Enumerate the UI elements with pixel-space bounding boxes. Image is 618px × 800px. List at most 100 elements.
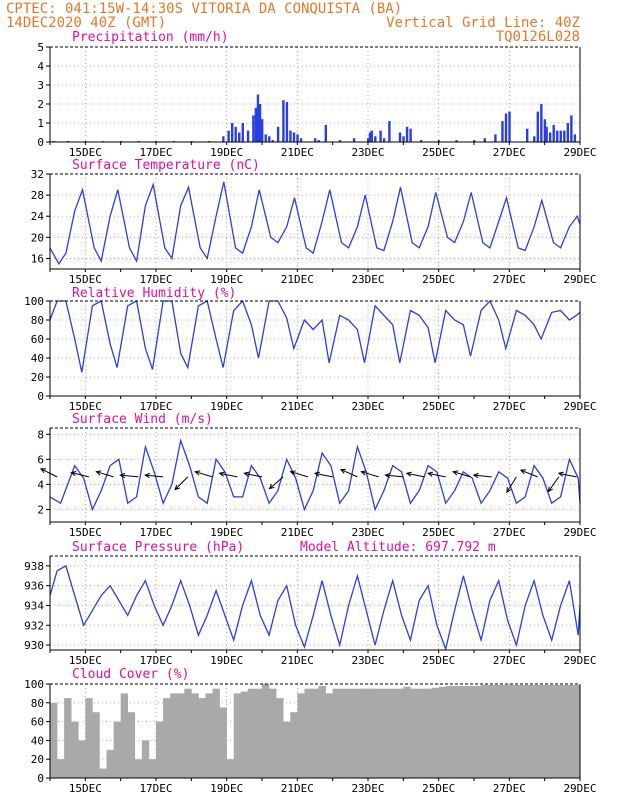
- precip-panel: 0 1 2 3 4 5 15DEC 17DEC 19DEC 21DEC 23DEC 25DEC 27DE…: [37, 41, 596, 159]
- precip-bar: [402, 136, 405, 142]
- precip-bar: [289, 130, 292, 142]
- cloud-bar: [120, 693, 129, 778]
- cloud-bar: [565, 684, 574, 778]
- cloud-bar: [276, 698, 284, 778]
- pressure-xtick-label: 19DEC: [210, 654, 243, 667]
- wind-vector: [558, 472, 577, 478]
- precip-xtick-label: 25DEC: [422, 146, 455, 159]
- precip-bar: [258, 104, 262, 142]
- cloud-bar: [64, 698, 72, 778]
- precip-bar: [338, 140, 342, 142]
- precip-bar: [483, 138, 486, 142]
- precip-bar: [296, 134, 299, 142]
- cloud-bar: [417, 688, 425, 778]
- wind-vector-head: [95, 470, 102, 476]
- precip-bar: [540, 104, 543, 142]
- cloud-bar: [516, 684, 524, 778]
- cloud-bar: [311, 688, 319, 778]
- pressure-xtick-label: 25DEC: [422, 654, 455, 667]
- wind-vector-head: [243, 471, 250, 477]
- pressure-title: Surface Pressure (hPa): [72, 540, 244, 555]
- wind-vector: [340, 469, 358, 478]
- cloud-bar: [113, 721, 121, 778]
- precip-xtick-label: 29DEC: [563, 146, 596, 159]
- rh-ytick-label: 0: [37, 390, 44, 403]
- precip-bar: [573, 134, 577, 142]
- wind-ytick-label: 8: [37, 428, 44, 441]
- wind-vector: [547, 476, 560, 492]
- cloud-bar: [572, 684, 581, 778]
- wind-xtick-label: 19DEC: [210, 526, 243, 539]
- cloud-bar: [226, 759, 235, 778]
- cloud-ytick-label: 100: [24, 678, 44, 691]
- cloud-bar: [403, 686, 411, 778]
- temp-xtick-label: 29DEC: [563, 273, 596, 286]
- precip-bar: [556, 130, 559, 142]
- precip-bar: [264, 134, 267, 142]
- precip-bar: [473, 140, 476, 142]
- precip-ytick-label: 4: [37, 60, 44, 73]
- precip-ytick-label: 0: [37, 136, 44, 149]
- temp-frame: [49, 174, 581, 270]
- wind-xtick-label: 27DEC: [493, 526, 526, 539]
- rh-panel: 0 20 40 60 80 100 15DEC 17DEC 19DEC 21DEC 23DEC 25D…: [24, 295, 596, 413]
- precip-bar: [314, 138, 317, 142]
- rh-ytick-label: 80: [31, 314, 44, 327]
- wind-vector-head: [313, 471, 321, 477]
- cloud-xtick-label: 15DEC: [69, 782, 102, 795]
- cloud-title: Cloud Cover (%): [72, 667, 189, 682]
- precip-bar: [563, 130, 566, 142]
- wind-xtick-label: 17DEC: [139, 526, 172, 539]
- cloud-bar: [290, 712, 298, 778]
- precip-bar: [370, 130, 373, 142]
- cloud-bar: [410, 688, 418, 778]
- cloud-bar: [262, 684, 270, 778]
- rh-xtick-label: 17DEC: [139, 400, 172, 413]
- precip-bar: [227, 130, 230, 142]
- precip-bar: [420, 140, 423, 142]
- cloud-bar: [445, 685, 454, 778]
- cloud-bar: [481, 684, 489, 778]
- cloud-bar: [466, 685, 475, 778]
- precip-title: Precipitation (mm/h): [72, 30, 229, 45]
- temp-xtick-label: 25DEC: [422, 273, 455, 286]
- cloud-bar: [339, 688, 348, 778]
- precip-bar: [543, 119, 547, 142]
- cloud-bar: [424, 688, 432, 778]
- cloud-panel: 0 20 40 60 80 100 15DEC 17DEC 19DEC 21DEC 23DEC 25D…: [24, 678, 596, 795]
- temp-xtick-label: 15DEC: [69, 273, 102, 286]
- wind-vector-head: [472, 472, 479, 479]
- wind-ytick-label: 4: [37, 478, 44, 491]
- precip-bar: [299, 138, 303, 142]
- cloud-xtick-label: 21DEC: [281, 782, 314, 795]
- rh-title: Relative Humidity (%): [72, 286, 236, 301]
- wind-vector-head: [360, 470, 367, 476]
- precip-bar: [382, 138, 386, 142]
- precip-bar: [246, 130, 250, 142]
- rh-line: [49, 299, 581, 373]
- temp-xtick-label: 27DEC: [493, 273, 526, 286]
- precip-bar: [570, 115, 573, 142]
- precip-bar: [379, 130, 382, 142]
- precip-bar: [388, 121, 391, 142]
- precip-bar: [455, 140, 458, 142]
- wind-ytick-label: 2: [37, 503, 44, 516]
- wind-line: [49, 438, 581, 512]
- precip-bar: [533, 136, 536, 142]
- cloud-ytick-label: 80: [31, 697, 44, 710]
- cloud-bar: [360, 688, 369, 778]
- cloud-bar: [502, 684, 510, 778]
- precip-bar: [276, 126, 280, 142]
- temp-ytick-label: 32: [31, 168, 44, 181]
- cloud-bar: [495, 684, 503, 778]
- rh-xtick-label: 23DEC: [351, 400, 384, 413]
- cloud-xtick-label: 17DEC: [139, 782, 172, 795]
- precip-bar: [368, 132, 372, 142]
- cloud-xtick-label: 25DEC: [422, 782, 455, 795]
- wind-vector-head: [519, 469, 526, 475]
- cloud-bar: [50, 702, 58, 778]
- rh-ytick-label: 100: [24, 295, 44, 308]
- precip-bar: [526, 128, 529, 142]
- precip-bar: [536, 111, 539, 142]
- wind-vector-head: [426, 471, 434, 477]
